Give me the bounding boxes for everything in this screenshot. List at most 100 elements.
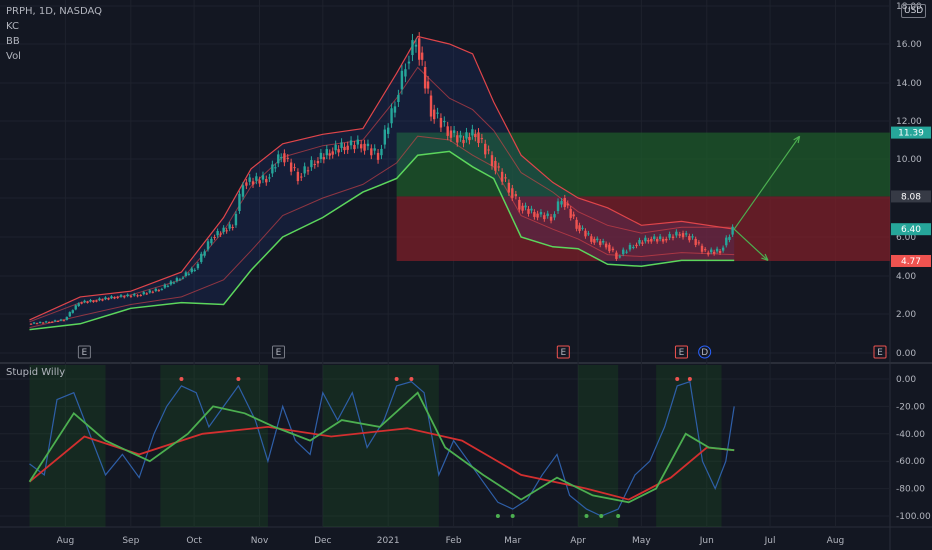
- candle-body: [715, 248, 719, 252]
- x-tick-label: 2021: [377, 536, 400, 546]
- candle-body: [596, 238, 599, 241]
- candle-body: [487, 149, 490, 151]
- candle-body: [539, 212, 543, 215]
- indicator-kc[interactable]: KC: [6, 21, 19, 32]
- candle-body: [280, 157, 283, 159]
- candle-body: [647, 240, 650, 242]
- candle-body: [566, 203, 569, 206]
- candle-body: [251, 181, 255, 185]
- candle-body: [608, 244, 611, 252]
- candle-body: [611, 248, 615, 251]
- y-tick-label: 16.00: [896, 40, 922, 50]
- candle-body: [581, 227, 584, 229]
- candle-body: [459, 135, 462, 138]
- candle-body: [533, 212, 536, 217]
- candle-body: [628, 244, 632, 250]
- candle-body: [210, 238, 213, 244]
- candle-body: [289, 162, 293, 172]
- candle-body: [432, 109, 436, 120]
- candle-body: [414, 44, 418, 47]
- candle-body: [641, 242, 644, 244]
- candle-body: [411, 40, 414, 56]
- candle-body: [684, 233, 688, 235]
- symbol-line[interactable]: PRPH, 1D, NASDAQ: [6, 6, 103, 17]
- candle-body: [142, 292, 145, 295]
- candle-body: [386, 127, 390, 134]
- event-marker-label: E: [82, 348, 88, 358]
- currency-badge[interactable]: USD: [901, 4, 927, 18]
- dividend-marker: [698, 345, 712, 359]
- candle-body: [219, 233, 222, 235]
- candle-body: [265, 179, 268, 183]
- projection-line: [733, 228, 769, 261]
- candle-body: [306, 170, 310, 172]
- candle-body: [480, 138, 484, 140]
- candle-body: [248, 177, 251, 182]
- price-tags: 11.39 8.08 6.40 4.77: [891, 126, 931, 267]
- candle-body: [404, 69, 407, 77]
- candle-body: [68, 312, 72, 317]
- candle-body: [665, 238, 668, 241]
- candle-body: [187, 273, 191, 275]
- projection-arrowhead: [793, 135, 801, 144]
- candle-body: [296, 171, 300, 182]
- bb-lower-line: [29, 150, 735, 331]
- candle-body: [50, 321, 54, 323]
- overbought-dot: [179, 377, 184, 381]
- candle-body: [283, 153, 286, 163]
- price-series: [29, 32, 734, 325]
- candle-body: [316, 160, 320, 164]
- candle-body: [313, 164, 316, 166]
- candle-body: [274, 167, 277, 169]
- candle-body: [32, 322, 36, 324]
- indicator-bb[interactable]: BB: [6, 36, 20, 47]
- candle-body: [572, 214, 575, 217]
- chart-legend: PRPH, 1D, NASDAQ KC BB Vol: [6, 4, 102, 64]
- axes: Aug Sep Oct Nov Dec 2021 Feb Mar Apr May Jun Jul Aug…: [57, 2, 931, 546]
- candle-body: [80, 302, 83, 304]
- candle-body: [497, 166, 500, 168]
- event-marker-label: E: [877, 348, 883, 358]
- candle-body: [563, 198, 566, 207]
- candle-body: [363, 143, 366, 151]
- indicator-vol[interactable]: Vol: [6, 51, 21, 62]
- candle-body: [77, 303, 80, 307]
- candle-body: [29, 323, 33, 325]
- bb-upper-line: [29, 35, 735, 321]
- oversold-dot: [599, 514, 604, 518]
- candle-body: [484, 143, 487, 155]
- y-tick-label: 2.00: [896, 310, 916, 320]
- earnings-marker: [271, 345, 285, 359]
- candle-body: [521, 205, 524, 211]
- candle-body: [107, 298, 110, 300]
- candle-body: [615, 252, 618, 259]
- candle-body: [56, 321, 60, 323]
- candle-body: [370, 148, 373, 156]
- oscillator-title[interactable]: Stupid Willy: [6, 367, 66, 378]
- candle-body: [622, 249, 625, 255]
- candle-body: [556, 201, 560, 211]
- candle-body: [110, 296, 113, 298]
- candle-body: [490, 155, 494, 166]
- candle-body: [139, 295, 142, 296]
- candle-body: [650, 238, 653, 242]
- candle-body: [593, 238, 596, 243]
- candle-body: [456, 135, 459, 143]
- overbought-dot: [409, 377, 414, 381]
- candle-body: [474, 133, 477, 138]
- candle-body: [172, 282, 176, 284]
- candle-body: [271, 164, 274, 174]
- candle-body: [439, 117, 443, 128]
- candle-body: [241, 185, 245, 197]
- candle-body: [151, 291, 155, 293]
- candle-body: [193, 269, 196, 271]
- candle-body: [511, 188, 514, 198]
- candle-body: [376, 152, 380, 160]
- candle-body: [268, 177, 271, 179]
- candle-body: [625, 251, 628, 253]
- candle-body: [436, 112, 439, 114]
- candle-body: [675, 231, 678, 236]
- y-tick-label: 18.00: [896, 2, 922, 12]
